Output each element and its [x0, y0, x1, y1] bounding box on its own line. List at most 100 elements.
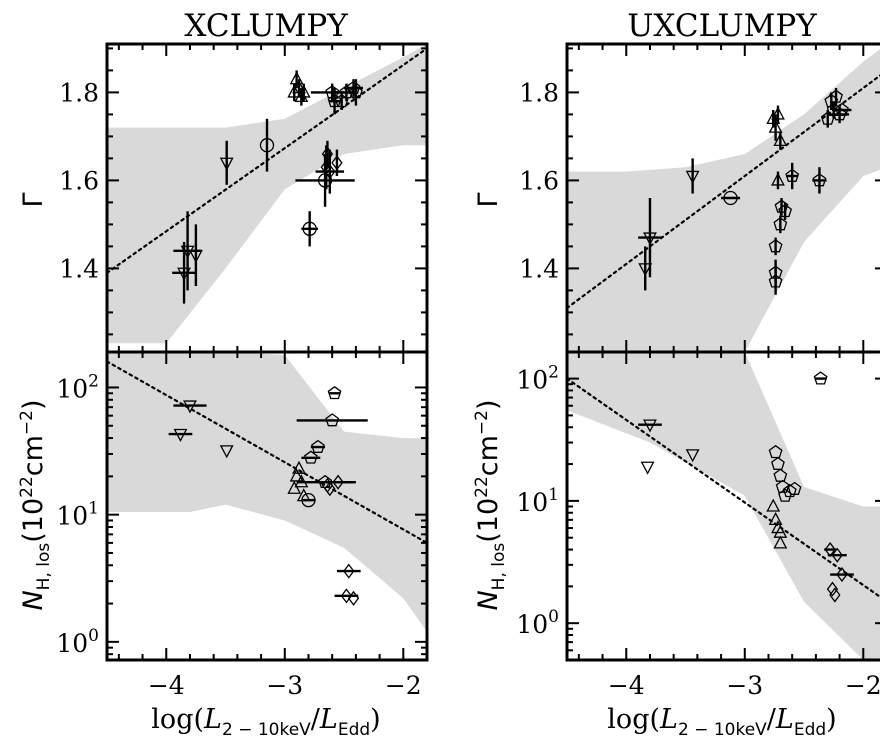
marker-pentagon: [785, 168, 800, 182]
xlabel-right: log(L2 − 10keV/LEdd): [607, 704, 836, 740]
marker-triangle-down: [685, 449, 700, 463]
marker-pentagon: [773, 217, 788, 231]
data-point: [782, 483, 797, 498]
ylabel-nh-right-exp: 22: [472, 476, 492, 498]
data-point: [829, 587, 841, 603]
ylabel-nh-left-unit: (10: [18, 498, 49, 543]
data-point: [638, 419, 662, 433]
data-point: [775, 479, 790, 493]
fit-line: [107, 360, 427, 544]
x-tick-label: −4: [608, 671, 645, 700]
data-point: [721, 190, 741, 206]
xlabel-left-prefix: log(: [151, 704, 204, 735]
marker-pentagon: [812, 173, 827, 187]
data-point: [638, 198, 662, 278]
data-point: [168, 428, 193, 442]
marker-pentagon: [327, 93, 342, 108]
data-point: [773, 468, 788, 482]
marker-pentagon: [829, 89, 843, 103]
ylabel-nh-right-close: ): [473, 399, 504, 410]
y-tick-base: 10: [516, 366, 548, 395]
y-tick-label: 101: [516, 485, 559, 517]
data-point: [773, 215, 788, 234]
marker-pentagon: [348, 85, 363, 99]
marker-diamond: [347, 590, 360, 606]
xlabel-right-l2: L: [775, 704, 794, 735]
marker-pentagon: [768, 239, 783, 253]
y-tick-label: 1.6: [519, 166, 559, 195]
marker-pentagon: [303, 450, 318, 464]
ylabel-nh-left-n: N: [18, 590, 49, 610]
ylabel-nh-right-sub: H, los: [489, 543, 509, 591]
marker-pentagon: [774, 199, 789, 213]
ylabel-gamma-right: Γ: [473, 192, 504, 207]
data-point: [292, 460, 306, 474]
data-point: [768, 511, 783, 526]
marker-triangle-up: [292, 460, 306, 474]
data-point: [287, 480, 302, 494]
plot-area: [107, 44, 427, 344]
marker-circle: [301, 493, 316, 508]
marker-triangle-up: [292, 80, 306, 94]
plot-area: [567, 352, 880, 660]
marker-circle: [302, 221, 317, 236]
data-point: [787, 481, 802, 495]
y-tick-label: 1.6: [59, 166, 99, 195]
data-point: [685, 158, 700, 194]
y-tick-label: 1.8: [59, 78, 99, 107]
x-tick-label: −2: [845, 671, 880, 700]
data-point: [640, 461, 655, 475]
data-point: [259, 118, 275, 172]
marker-triangle-up: [773, 535, 788, 549]
data-point: [301, 211, 318, 247]
y-tick-base: 10: [56, 374, 88, 403]
ylabel-nh-left-exp2: −2: [17, 410, 37, 435]
xlabel-left: log(L2 − 10keV/LEdd): [151, 704, 380, 740]
y-tick-label: 101: [56, 499, 99, 531]
marker-triangle-down: [685, 170, 700, 184]
data-point: [310, 439, 326, 453]
data-point: [768, 237, 783, 256]
ylabel-nh-left-close: ): [18, 399, 49, 410]
data-point: [347, 590, 360, 606]
y-tick-exponent: 1: [548, 485, 559, 505]
marker-pentagon: [325, 413, 340, 427]
data-point: [766, 498, 781, 512]
xlabel-right-suffix: ): [826, 704, 837, 735]
marker-pentagon: [775, 479, 790, 493]
data-point: [768, 259, 783, 286]
data-point: [324, 481, 336, 497]
data-point: [301, 493, 316, 508]
plot-area: [107, 352, 427, 632]
marker-pentagon: [787, 481, 802, 495]
marker-pentagon: [771, 456, 785, 470]
data-point: [773, 535, 788, 549]
ylabel-nh-right-exp2: −2: [472, 410, 492, 435]
marker-triangle-down: [188, 250, 203, 264]
y-tick-base: 10: [516, 610, 548, 639]
data-point: [336, 563, 361, 579]
marker-diamond: [343, 563, 355, 579]
y-tick-label: 100: [516, 607, 559, 639]
marker-diamond: [332, 474, 344, 490]
y-tick-exponent: 0: [88, 626, 99, 646]
xlabel-left-suffix: ): [370, 704, 381, 735]
marker-triangle-up: [768, 511, 783, 526]
marker-triangle-up: [289, 71, 304, 85]
y-tick-label: 1.4: [519, 254, 559, 283]
xlabel-left-slash: /: [311, 704, 321, 735]
marker-diamond: [829, 587, 841, 603]
marker-triangle-down: [643, 419, 657, 433]
x-tick-label: −2: [385, 671, 422, 700]
confidence-band: [567, 352, 880, 660]
ylabel-nh-right-unit: (10: [473, 498, 504, 543]
marker-diamond: [826, 581, 839, 597]
confidence-band: [107, 44, 427, 344]
marker-diamond: [831, 547, 843, 563]
data-point: [331, 149, 343, 176]
data-point: [826, 581, 839, 597]
data-point: [685, 449, 700, 463]
data-point: [771, 456, 785, 470]
data-point: [188, 224, 203, 286]
